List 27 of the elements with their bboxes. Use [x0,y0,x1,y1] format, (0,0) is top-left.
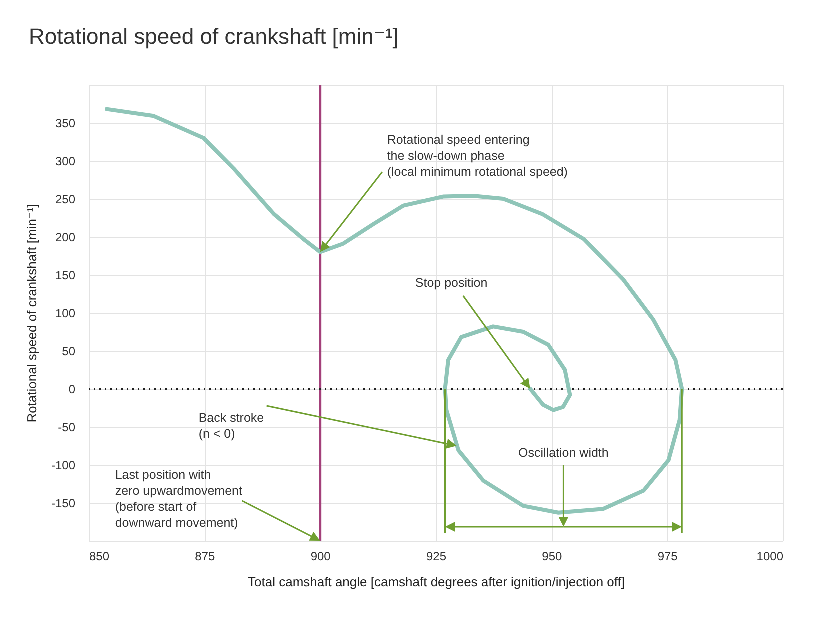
y-tick-label: 50 [62,344,76,358]
y-tick-label: 150 [55,268,76,282]
annotation: Oscillation width [518,446,609,460]
x-tick-label: 900 [310,550,332,564]
annotation: Rotational speed entering the slow-down phase (local minimum rotational speed) [387,133,568,180]
x-axis-title: Total camshaft angle [camshaft degrees after ignition/injection off] [248,574,625,590]
y-tick-label: -150 [51,496,76,510]
y-tick-label: -100 [51,458,76,472]
x-tick-label: 875 [195,550,216,564]
y-tick-label: 300 [55,154,76,168]
x-tick-label: 850 [90,550,110,564]
y-tick-label: 0 [68,382,76,396]
y-tick-label: -50 [58,420,76,434]
annotation: Last position with zero upwardmovement (before start of downward movement) [115,468,244,530]
x-tick-label: 950 [542,550,562,564]
chart-title: Rotational speed of crankshaft [min⁻¹] [29,24,399,49]
x-tick-label: 925 [426,550,447,564]
y-tick-label: 200 [55,230,76,244]
annotation: Stop position [415,276,488,290]
annotation: Back stroke (n < 0) [198,411,264,441]
x-tick-label: 1000 [756,550,784,564]
y-tick-label: 350 [55,116,76,130]
line-series [105,107,684,515]
y-tick-label: 100 [55,306,76,320]
y-tick-label: 250 [55,192,76,206]
x-tick-label: 975 [658,550,678,564]
y-axis-title: Rotational speed of crankshaft [min⁻¹] [24,204,40,423]
